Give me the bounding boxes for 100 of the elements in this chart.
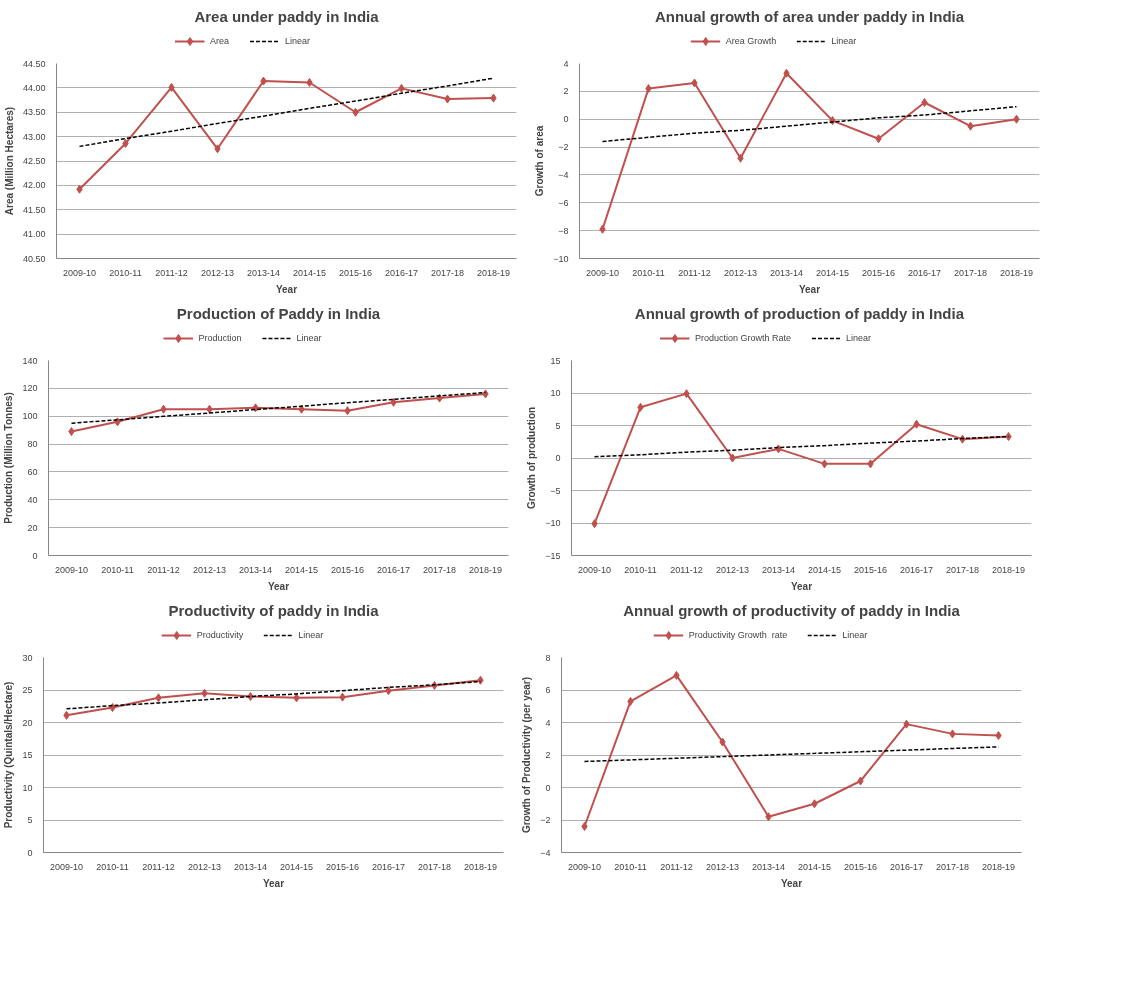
x-tick-label: 2018-19 (991, 564, 1026, 575)
x-tick-label: 2013-14 (769, 267, 804, 278)
x-tick-label: 2014-15 (815, 267, 850, 278)
x-tick-label: 2012-13 (723, 267, 758, 278)
x-tick-label: 2018-19 (999, 267, 1034, 278)
x-axis-title: Year (262, 877, 285, 889)
x-tick-label: 2012-13 (200, 267, 235, 278)
legend-label: Linear (845, 333, 872, 343)
chart-title: Production of Paddy in India (176, 304, 381, 322)
line-series (583, 746, 1000, 763)
x-axis-title: Year (798, 283, 821, 295)
point (645, 84, 652, 94)
x-tick-label: 2014-15 (284, 564, 319, 575)
x-tick-label: 2012-13 (715, 564, 750, 575)
x-tick-label: 2011-12 (678, 267, 711, 278)
x-tick-label: 2018-19 (468, 564, 503, 575)
x-tick-label: 2010-11 (624, 564, 657, 575)
x-axis-title: Year (275, 283, 298, 295)
y-tick-label: 25 (22, 685, 33, 695)
x-tick-label: 2013-14 (246, 267, 281, 278)
point (490, 93, 497, 103)
legend-label: Linear (842, 630, 868, 640)
y-tick-label: 0 (32, 550, 38, 561)
point (477, 675, 484, 685)
point (344, 406, 351, 416)
y-tick-label: 40.50 (22, 253, 46, 264)
x-tick-label: 2016-17 (384, 267, 419, 278)
x-tick-label: 2017-18 (430, 267, 465, 278)
line-series (70, 391, 487, 424)
x-tick-label: 2015-16 (330, 564, 365, 575)
point (444, 94, 451, 104)
x-tick-label: 2014-15 (807, 564, 842, 575)
x-tick-label: 2013-14 (761, 564, 796, 575)
y-tick-label: 20 (22, 717, 33, 728)
legend-label: Production Growth Rate (694, 333, 791, 343)
point (201, 688, 208, 698)
point (260, 76, 267, 86)
x-tick-label: 2012-13 (705, 861, 740, 872)
x-tick-label: 2015-16 (843, 861, 878, 872)
point (949, 729, 956, 739)
x-tick-label: 2016-17 (889, 861, 924, 872)
x-tick-label: 2013-14 (233, 861, 268, 872)
legend-label: Linear (296, 333, 322, 343)
y-tick-label: 5 (27, 815, 33, 825)
point (214, 144, 221, 154)
y-axis-title: Productivity (Quintals/Hectare) (3, 681, 15, 829)
x-axis-title: Year (780, 877, 803, 889)
point (875, 134, 882, 144)
y-tick-label: −4 (540, 847, 551, 858)
point (482, 389, 489, 399)
y-tick-label: 0 (27, 847, 33, 858)
point (903, 719, 910, 729)
point (867, 459, 874, 469)
y-tick-label: 0 (563, 114, 569, 125)
y-tick-label: 41.50 (22, 204, 46, 215)
y-axis-title: Growth of production (526, 406, 538, 510)
y-tick-label: 42.50 (22, 156, 46, 166)
x-tick-label: 2018-19 (981, 861, 1016, 872)
y-tick-label: −15 (545, 550, 561, 561)
point (857, 776, 864, 786)
point (921, 98, 928, 107)
point (821, 459, 828, 469)
y-tick-label: 6 (545, 685, 551, 695)
x-axis-title: Year (790, 580, 813, 592)
x-tick-label: 2010-11 (109, 267, 142, 278)
point (390, 397, 397, 407)
y-tick-label: 80 (27, 439, 38, 450)
point (109, 703, 116, 713)
point (775, 444, 782, 454)
chart-title: Productivity of paddy in India (168, 601, 380, 619)
y-tick-label: 8 (545, 652, 551, 663)
y-tick-label: 44.50 (22, 58, 46, 69)
y-tick-label: 120 (22, 383, 38, 394)
x-tick-label: 2009-10 (567, 861, 602, 872)
point (719, 737, 726, 747)
y-tick-label: 40 (27, 494, 38, 505)
x-tick-label: 2011-12 (147, 564, 180, 575)
x-tick-label: 2017-18 (953, 267, 988, 278)
point (581, 822, 588, 831)
x-tick-label: 2016-17 (907, 267, 942, 278)
y-tick-label: −2 (540, 815, 551, 825)
y-tick-label: 4 (563, 58, 569, 69)
x-tick-label: 2016-17 (376, 564, 411, 575)
x-tick-label: 2010-11 (101, 564, 134, 575)
point (160, 404, 167, 414)
point (352, 107, 359, 117)
point (122, 138, 129, 148)
x-tick-label: 2013-14 (238, 564, 273, 575)
point (306, 78, 313, 88)
x-tick-label: 2015-16 (338, 267, 373, 278)
x-tick-label: 2009-10 (54, 564, 89, 575)
y-tick-label: 43.00 (22, 131, 46, 142)
point (673, 670, 680, 680)
y-axis-title: Growth of Productivity (per year) (521, 676, 533, 834)
x-tick-label: 2017-18 (417, 861, 452, 872)
y-tick-label: 15 (22, 750, 33, 760)
point (599, 224, 606, 234)
y-tick-label: 0 (555, 453, 561, 463)
point (783, 68, 790, 78)
x-tick-label: 2010-11 (96, 861, 129, 872)
